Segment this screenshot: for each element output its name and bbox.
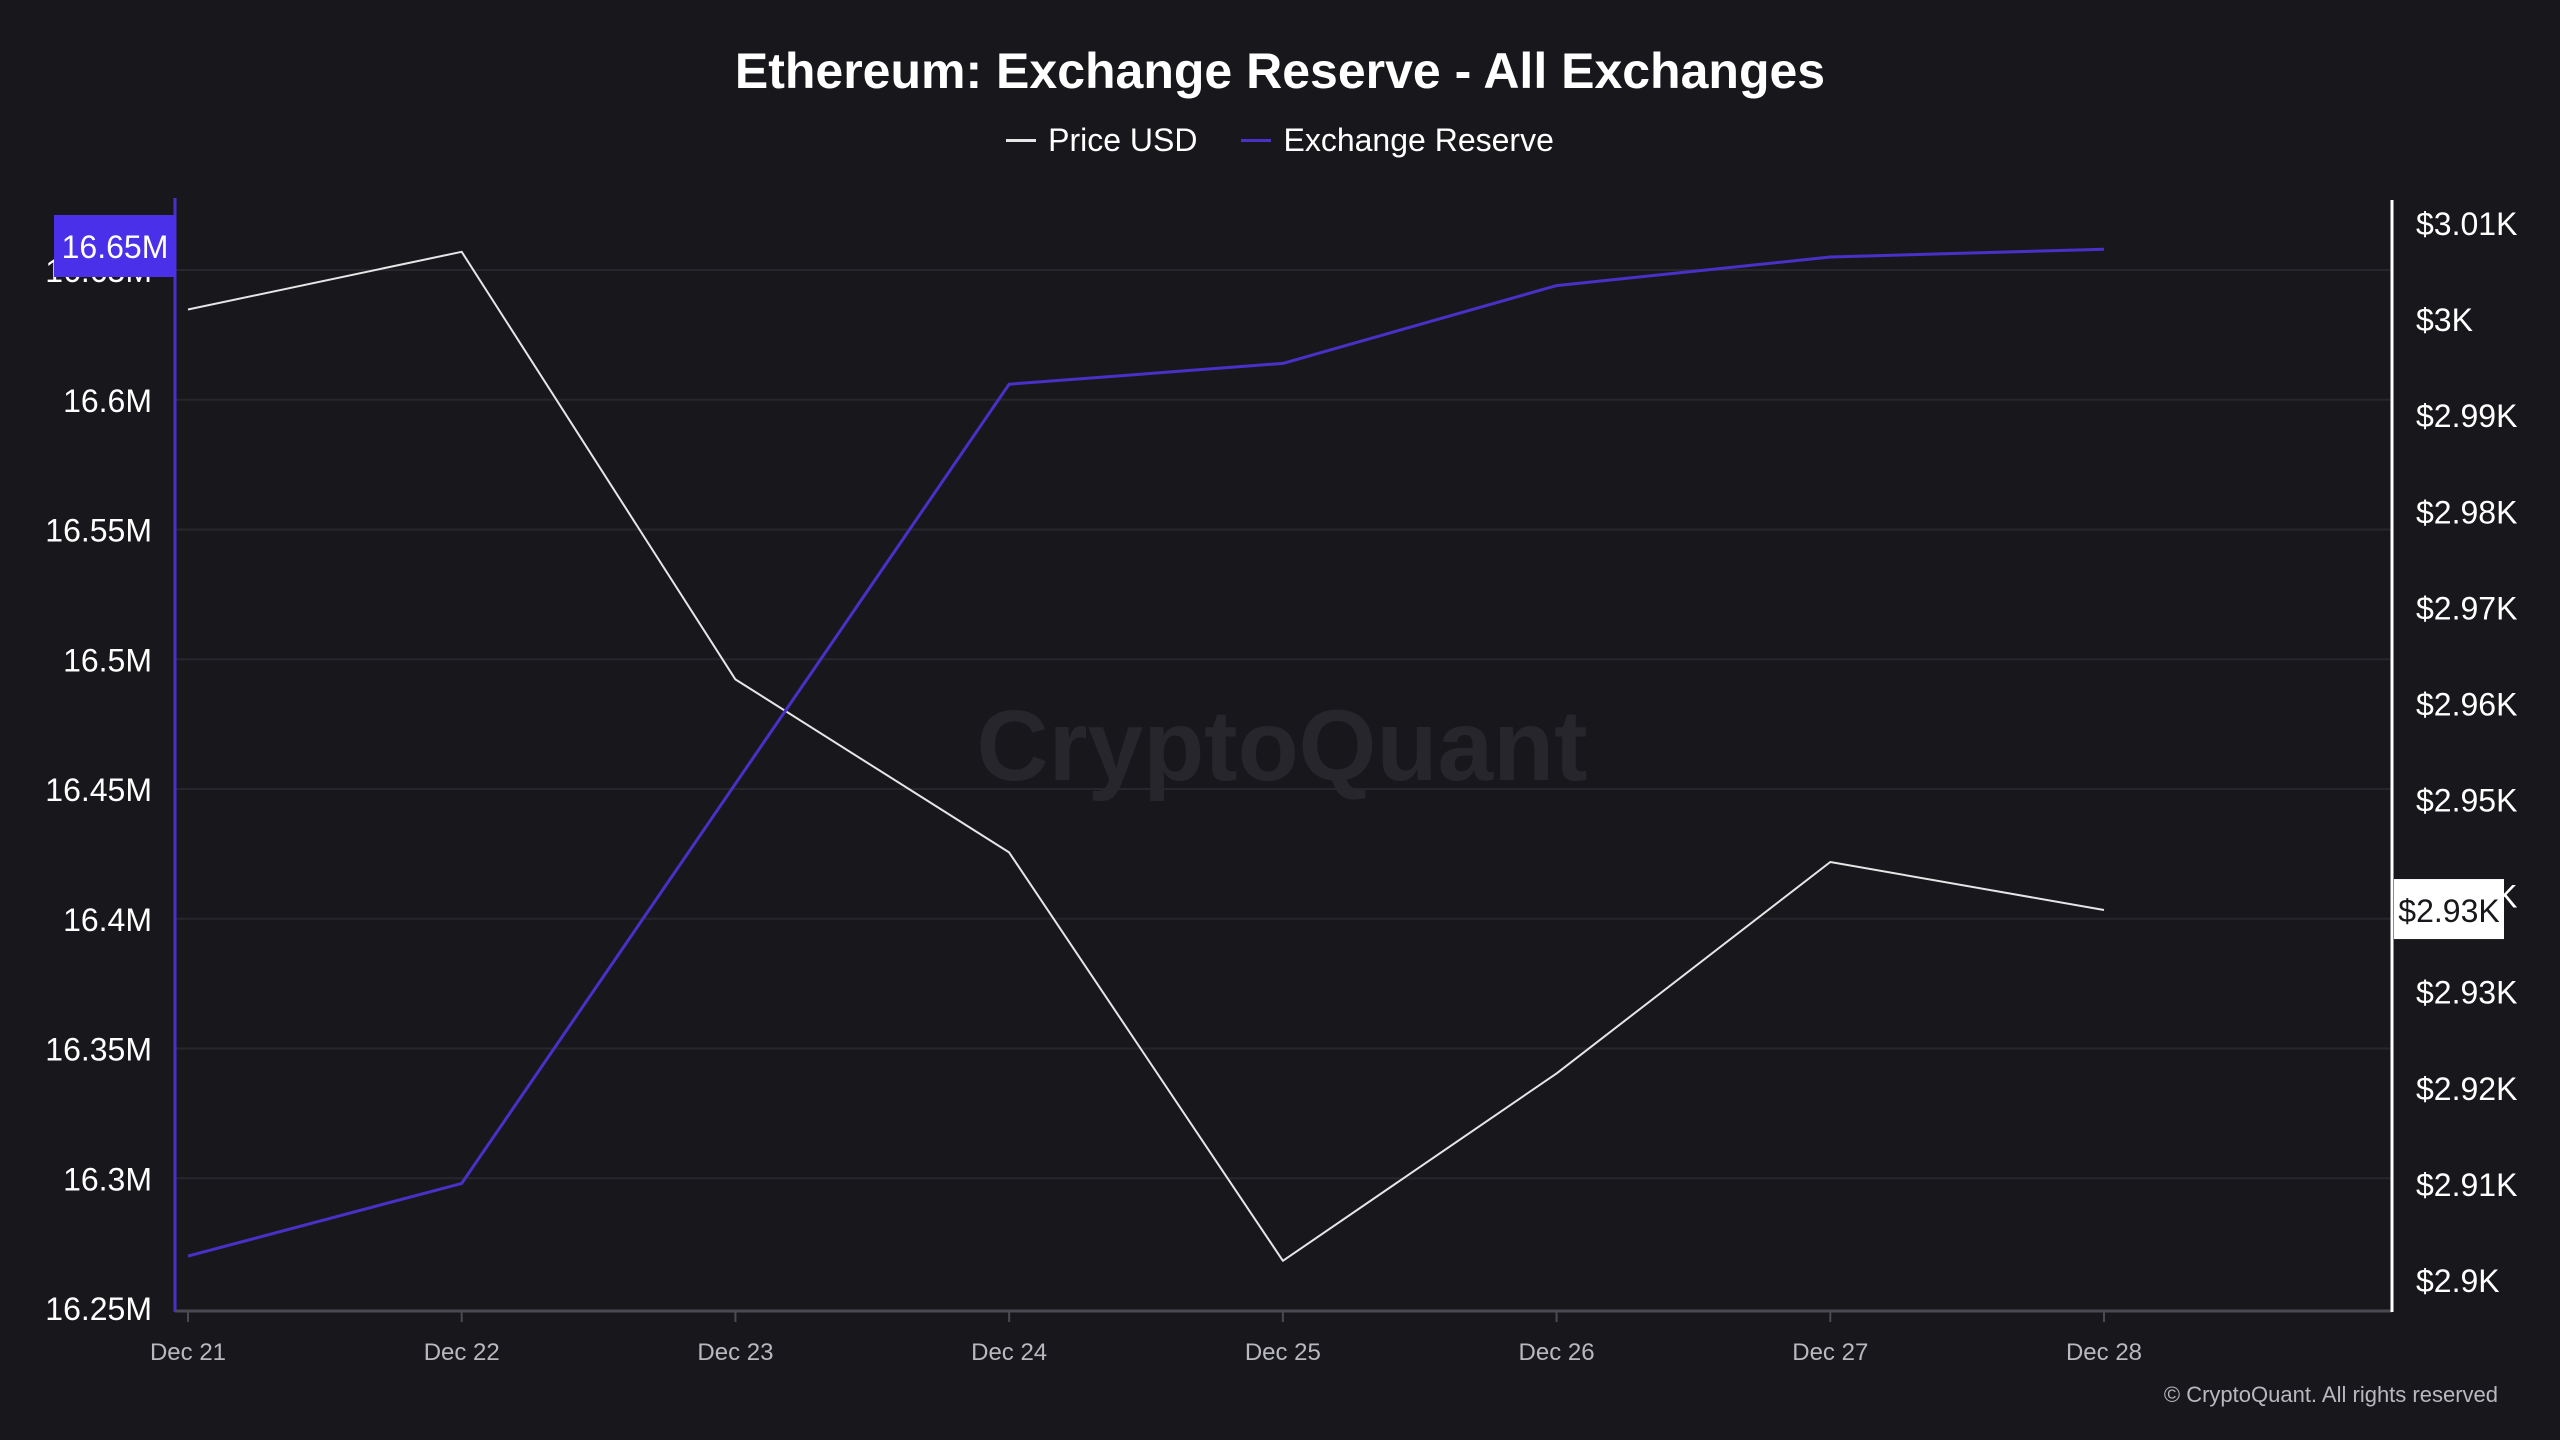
left-tick-label: 16.3M [63, 1161, 152, 1197]
legend: Price USD Exchange Reserve [0, 122, 2560, 159]
watermark-text: CryptoQuant [976, 690, 1587, 802]
right-axis-current-label: $2.93K [2398, 893, 2499, 929]
left-tick-label: 16.25M [45, 1291, 152, 1327]
left-axis-current-tag [54, 215, 176, 277]
price-usd-line[interactable] [187, 250, 2105, 1262]
chart-title: Ethereum: Exchange Reserve - All Exchang… [734, 43, 1826, 99]
right-tick-label: $2.97K [2416, 590, 2517, 626]
right-tick-label: $2.99K [2416, 398, 2517, 434]
legend-label-price: Price USD [1048, 122, 1198, 158]
left-tick-label: 16.6M [63, 383, 152, 419]
x-tick-label: Dec 28 [2066, 1339, 2142, 1366]
left-axis-current-label: 16.65M [62, 229, 169, 265]
legend-swatch-price [1006, 139, 1037, 142]
x-tick-label: Dec 22 [424, 1339, 500, 1366]
copyright-notice: © CryptoQuant. All rights reserved [2163, 1382, 2498, 1407]
left-tick-label: 16.5M [63, 642, 152, 678]
x-tick-label: Dec 21 [150, 1339, 226, 1366]
right-tick-label: $2.96K [2416, 686, 2517, 722]
right-tick-label: $2.91K [2416, 1167, 2517, 1203]
right-tick-label: $2.92K [2416, 1071, 2517, 1107]
right-tick-label: $3.01K [2416, 206, 2517, 242]
right-tick-label: $3K [2416, 302, 2473, 338]
legend-item-price[interactable]: Price USD [1006, 122, 1197, 159]
left-tick-label: 16.35M [45, 1032, 152, 1068]
x-tick-label: Dec 24 [971, 1339, 1047, 1366]
legend-label-reserve: Exchange Reserve [1283, 122, 1554, 158]
x-tick-label: Dec 23 [697, 1339, 773, 1366]
left-tick-label: 16.45M [45, 772, 152, 808]
right-axis-current-tag [2394, 879, 2504, 940]
legend-swatch-reserve [1241, 139, 1272, 142]
left-tick-label: 16.55M [45, 513, 152, 549]
x-tick-label: Dec 25 [1245, 1339, 1321, 1366]
right-tick-label: $2.95K [2416, 783, 2517, 819]
exchange-reserve-line[interactable] [187, 247, 2105, 1258]
x-tick-label: Dec 26 [1519, 1339, 1595, 1366]
right-tick-label: $2.93K [2416, 975, 2517, 1011]
legend-item-reserve[interactable]: Exchange Reserve [1241, 122, 1554, 159]
left-tick-label: 16.4M [63, 902, 152, 938]
right-tick-label: $2.9K [2416, 1263, 2500, 1299]
right-tick-label: $2.98K [2416, 494, 2517, 530]
x-tick-label: Dec 27 [1792, 1339, 1868, 1366]
